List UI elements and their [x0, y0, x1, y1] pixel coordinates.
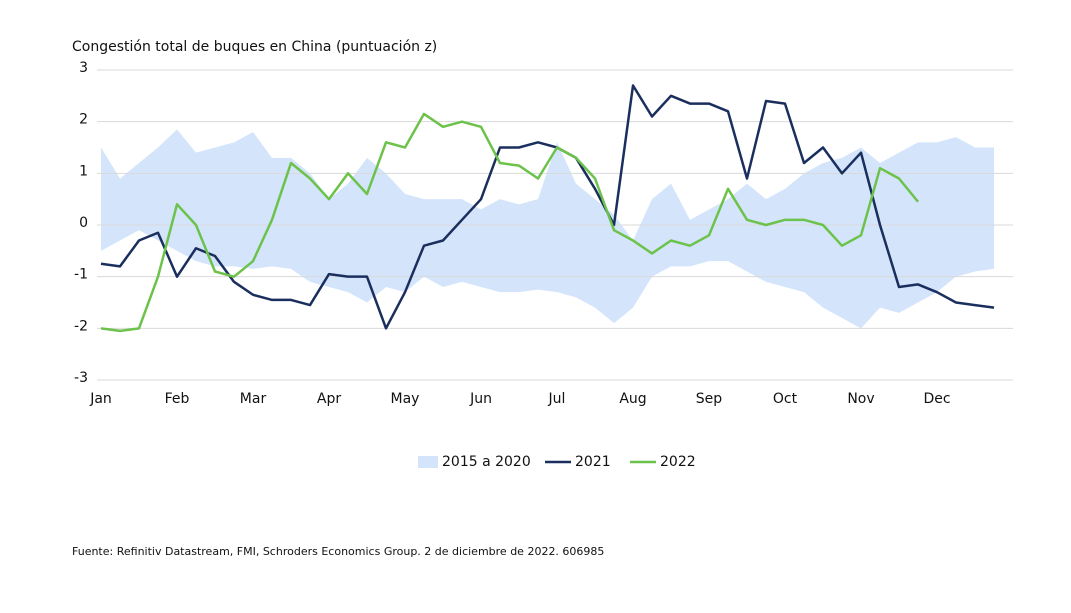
x-tick-label: Nov: [847, 391, 874, 407]
chart-title: Congestión total de buques en China (pun…: [72, 39, 437, 55]
series-line: [100, 112, 919, 333]
range-band: [101, 129, 994, 329]
x-tick-label: Jan: [89, 391, 112, 407]
y-tick-label: 1: [79, 163, 88, 179]
legend-label: 2015 a 2020: [442, 454, 531, 470]
x-tick-label: Jun: [469, 391, 492, 407]
y-tick-label: -3: [74, 370, 88, 386]
x-tick-label: Mar: [240, 391, 267, 407]
series-line: [100, 84, 995, 330]
source-note: Fuente: Refinitiv Datastream, FMI, Schro…: [72, 545, 604, 558]
x-tick-label: Oct: [773, 391, 798, 407]
legend-swatch: [418, 456, 438, 468]
y-tick-label: 0: [79, 215, 88, 231]
x-tick-label: Aug: [619, 391, 646, 407]
y-tick-label: 2: [79, 112, 88, 128]
x-tick-label: Sep: [696, 391, 723, 407]
legend-label: 2021: [575, 454, 611, 470]
x-tick-label: Jul: [548, 391, 566, 407]
y-tick-label: -2: [74, 318, 88, 334]
legend-label: 2022: [660, 454, 696, 470]
x-tick-label: Feb: [165, 391, 190, 407]
x-tick-label: Dec: [923, 391, 950, 407]
x-tick-label: Apr: [317, 391, 341, 407]
y-tick-label: -1: [74, 267, 88, 283]
y-tick-label: 3: [79, 60, 88, 76]
x-tick-label: May: [391, 391, 420, 407]
